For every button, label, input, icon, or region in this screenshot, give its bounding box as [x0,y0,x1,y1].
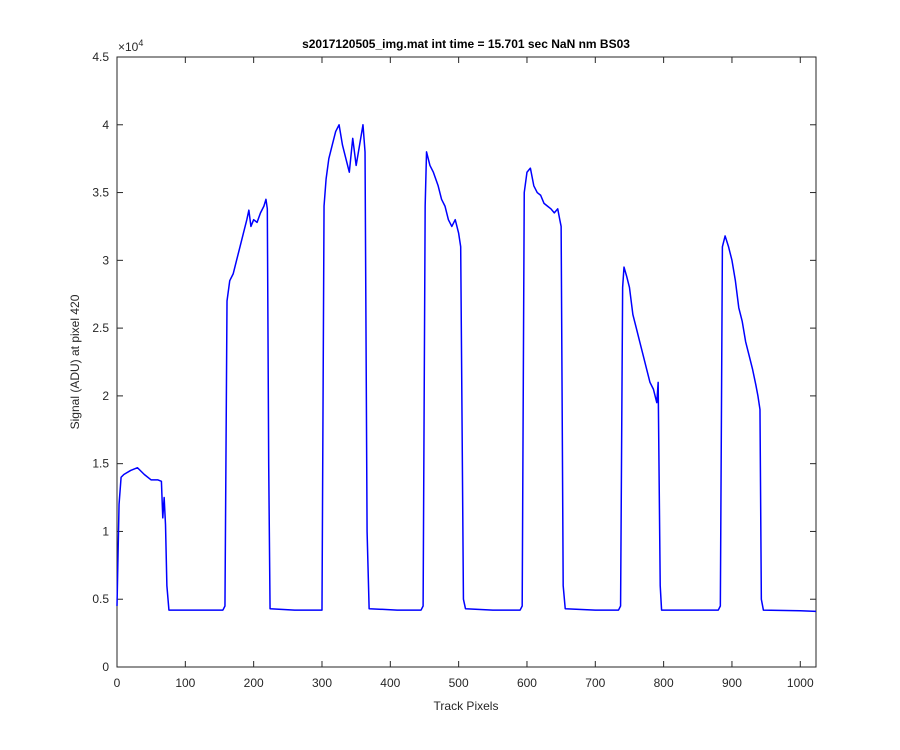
x-tick-label: 800 [654,676,674,690]
y-tick-label: 0.5 [92,592,109,606]
y-axis-label: Signal (ADU) at pixel 420 [68,294,82,429]
y-scale-exponent: 4 [138,38,143,48]
axes-box [116,56,817,668]
y-tick-label: 1 [102,524,109,538]
x-axis-label: Track Pixels [434,699,499,713]
chart-title: s2017120505_img.mat int time = 15.701 se… [302,37,630,51]
y-tick-label: 4 [102,118,109,132]
data-line [116,124,817,613]
y-tick-label: 3 [102,253,109,267]
y-tick-label: 4.5 [92,50,109,64]
x-tick-label: 1000 [787,676,814,690]
x-tick-label: 200 [244,676,264,690]
x-tick-label: 300 [312,676,332,690]
y-scale-base: ×10 [118,40,139,54]
x-tick-label: 400 [380,676,400,690]
y-tick-label: 2 [102,389,109,403]
x-tick-label: 0 [114,676,121,690]
x-tick-label: 700 [585,676,605,690]
x-tick-label: 500 [449,676,469,690]
x-tick-label: 100 [175,676,195,690]
y-tick-label: 2.5 [92,321,109,335]
x-tick-label: 600 [517,676,537,690]
y-scale-label: ×104 [118,38,143,54]
x-tick-label: 900 [722,676,742,690]
y-tick-label: 0 [102,660,109,674]
y-tick-label: 1.5 [92,457,109,471]
y-tick-label: 3.5 [92,186,109,200]
